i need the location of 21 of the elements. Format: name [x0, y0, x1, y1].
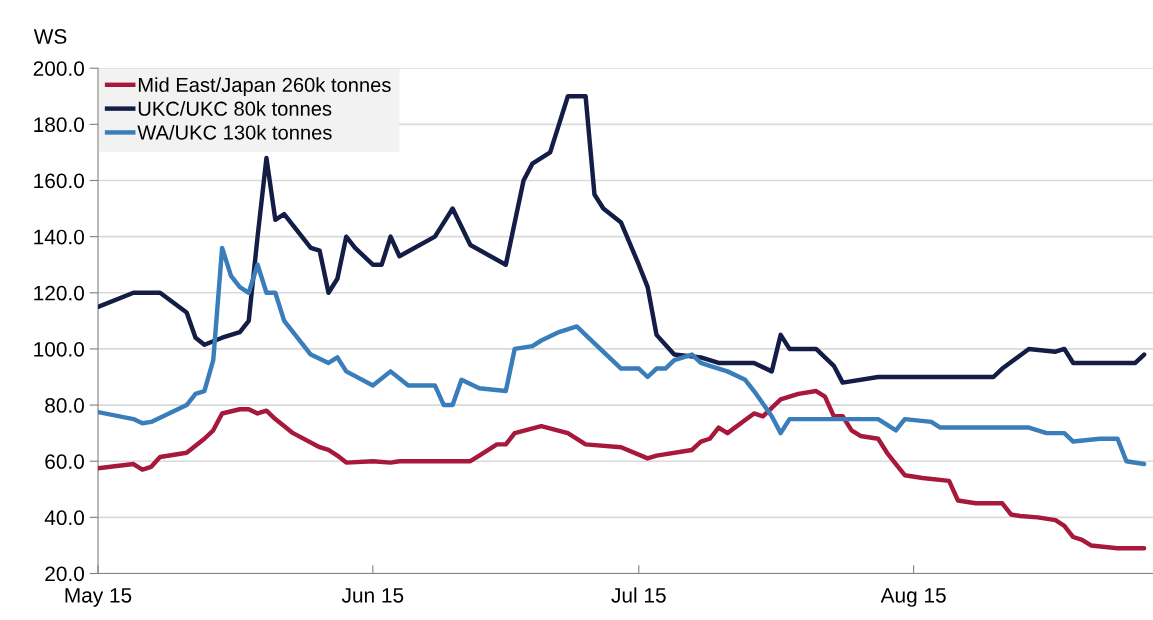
y-tick-label: 100.0 — [34, 341, 84, 357]
y-tick-label: 80.0 — [45, 398, 84, 413]
x-tick-label: Jun 15 — [341, 588, 404, 603]
y-tick-label: 200.0 — [33, 61, 84, 76]
x-tick-label: May 15 — [65, 588, 132, 607]
y-tick-label: 40.0 — [44, 510, 84, 526]
y-tick-label: 160.0 — [34, 173, 84, 189]
y-tick-label: 140.0 — [34, 229, 84, 245]
y-tick-label: 180.0 — [34, 117, 84, 133]
legend-label: Mid East/Japan 260k tonnes — [138, 77, 391, 97]
y-tick-label: 60.0 — [45, 454, 84, 469]
y-tick-label: 20.0 — [45, 566, 84, 582]
line-series — [98, 388, 1147, 551]
legend-label: WA/UKC 130k tonnes — [137, 124, 332, 140]
y-tick-label: 120.0 — [34, 285, 84, 301]
x-tick-label: Aug 15 — [880, 588, 946, 607]
y-axis-title: WS — [33, 29, 67, 44]
line-series — [98, 245, 1147, 467]
line-series — [98, 94, 1147, 385]
x-tick-label: Jul 15 — [611, 587, 666, 603]
legend-label: UKC/UKC 80k tonnes — [138, 101, 332, 116]
